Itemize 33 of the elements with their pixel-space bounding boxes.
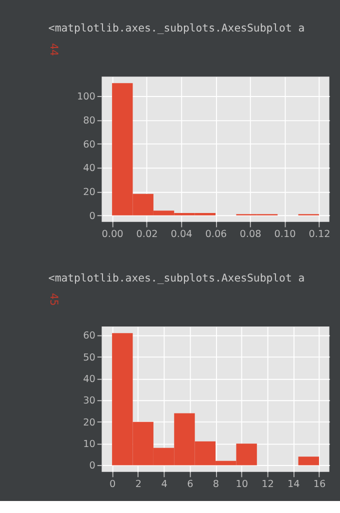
y-tick-label: 50 bbox=[83, 352, 96, 364]
x-tick-label: 0.12 bbox=[308, 228, 330, 240]
x-tick-label: 16 bbox=[313, 478, 326, 490]
x-tick-label: 14 bbox=[287, 478, 300, 490]
y-tick-label: 20 bbox=[83, 417, 96, 428]
text: <matplotlib.axes._subplots.AxesSubplot a bbox=[48, 21, 305, 34]
text: 45 bbox=[47, 293, 60, 306]
x-tick-label: 0.06 bbox=[205, 228, 227, 240]
y-tick-label: 20 bbox=[83, 186, 96, 198]
text: <matplotlib.axes._subplots.AxesSubplot a bbox=[48, 271, 305, 284]
x-tick-label: 0.08 bbox=[240, 228, 262, 240]
y-tick-label: 10 bbox=[83, 438, 96, 450]
y-tick-label: 60 bbox=[83, 330, 96, 342]
y-tick-label: 0 bbox=[89, 460, 96, 472]
x-tick-label: 4 bbox=[161, 478, 168, 490]
x-tick-label: 6 bbox=[187, 478, 194, 490]
y-tick-label: 80 bbox=[83, 115, 96, 126]
x-tick-label: 0.10 bbox=[274, 228, 296, 240]
x-tick-label: 0.00 bbox=[102, 228, 124, 240]
y-tick-label: 60 bbox=[83, 139, 96, 150]
x-tick-label: 0.04 bbox=[170, 228, 192, 240]
y-tick-label: 0 bbox=[89, 210, 96, 222]
y-tick-label: 100 bbox=[76, 92, 96, 103]
y-tick-label: 40 bbox=[83, 163, 96, 174]
y-tick-label: 40 bbox=[83, 374, 96, 386]
text: 44 bbox=[47, 43, 60, 56]
x-tick-label: 10 bbox=[236, 478, 248, 490]
x-tick-label: 0.02 bbox=[136, 228, 158, 240]
x-tick-label: 0 bbox=[109, 478, 116, 490]
y-tick-label: 30 bbox=[83, 396, 96, 407]
x-tick-label: 2 bbox=[135, 478, 142, 490]
x-tick-label: 12 bbox=[262, 478, 274, 490]
x-tick-label: 8 bbox=[212, 478, 220, 490]
